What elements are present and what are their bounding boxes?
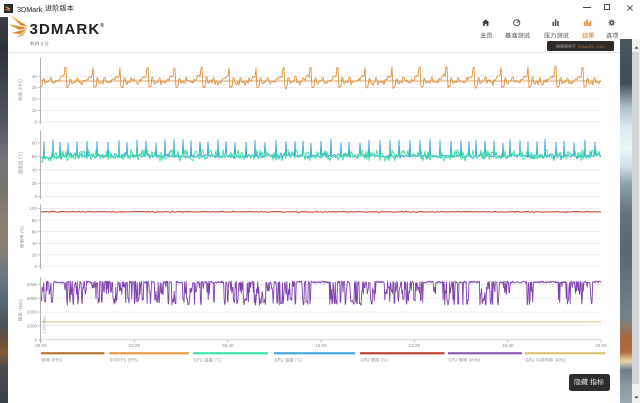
- svg-text:20:00: 20:00: [595, 343, 607, 348]
- svg-text:16:40: 16:40: [502, 343, 514, 348]
- svg-text:30: 30: [32, 85, 38, 90]
- svg-text:60: 60: [32, 229, 38, 234]
- svg-text:80: 80: [32, 218, 38, 223]
- svg-text:100: 100: [29, 206, 37, 211]
- svg-text:20: 20: [32, 181, 38, 186]
- svg-text:1000: 1000: [27, 324, 38, 329]
- svg-text:0: 0: [34, 337, 37, 342]
- svg-text:40: 40: [32, 241, 38, 246]
- svg-text:0: 0: [34, 119, 37, 124]
- svg-text:03:20: 03:20: [129, 343, 141, 348]
- svg-text:10:00: 10:00: [315, 343, 327, 348]
- svg-text:40: 40: [32, 74, 38, 79]
- svg-text:60: 60: [32, 154, 38, 159]
- svg-text:4000: 4000: [27, 282, 38, 287]
- svg-text:3000: 3000: [27, 296, 38, 301]
- svg-text:20: 20: [32, 252, 38, 257]
- svg-text:13:20: 13:20: [409, 343, 421, 348]
- svg-text:2000: 2000: [27, 310, 38, 315]
- svg-text:10: 10: [32, 108, 38, 113]
- svg-text:20: 20: [32, 97, 38, 102]
- svg-text:0: 0: [34, 194, 37, 199]
- svg-text:80: 80: [32, 141, 38, 146]
- svg-text:40: 40: [32, 167, 38, 172]
- svg-text:0: 0: [34, 264, 37, 269]
- svg-text:00:00: 00:00: [35, 343, 47, 348]
- svg-text:06:40: 06:40: [222, 343, 234, 348]
